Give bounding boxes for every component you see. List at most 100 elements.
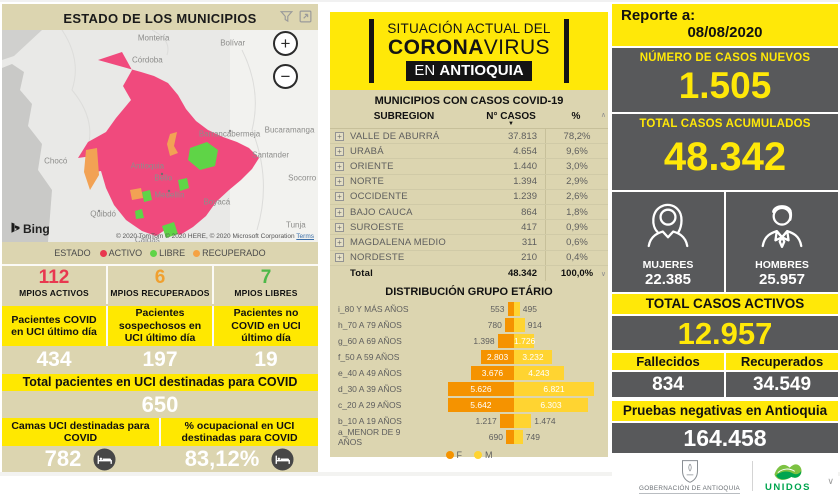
female-value-label: 690 xyxy=(488,432,503,443)
map-terms-link[interactable]: Terms xyxy=(296,233,314,240)
expand-plus-icon[interactable]: + xyxy=(335,222,344,232)
table-row[interactable]: + MAGDALENA MEDIO 311 0,6% xyxy=(330,235,608,251)
woman-icon xyxy=(647,203,689,248)
age-group-label: a_MENOR DE 9 AÑOS xyxy=(338,426,401,447)
female-value-label: 5.642 xyxy=(470,400,492,411)
pyramid-bar-area: 2.803 3.232 xyxy=(426,349,608,364)
table-scroll-up-icon[interactable]: ∧ xyxy=(600,112,606,119)
cases-value: 1.440 xyxy=(513,160,537,172)
map-zoom-out-button[interactable]: − xyxy=(273,64,298,89)
col-casos[interactable]: N° CASOS ▼ xyxy=(478,111,544,127)
bing-map[interactable]: Montería Córdoba Bolívar Barrancabermeja Buc… xyxy=(2,30,318,242)
table-header-row: SUBREGION N° CASOS ▼ % xyxy=(330,109,608,129)
pyramid-row: g_60 A 69 AÑOS 1.398 1.726 xyxy=(330,333,608,349)
uci-value: 434 xyxy=(36,348,72,371)
camas-uci-value: 782 xyxy=(44,446,82,471)
male-bar xyxy=(514,349,552,364)
expand-plus-icon[interactable]: + xyxy=(335,192,344,202)
age-distribution-chart: DISTRIBUCIÓN GRUPO ETÁRIO i_80 Y MÁS AÑO… xyxy=(330,281,608,460)
map-place-label: Quibdó xyxy=(90,209,117,219)
table-scroll-down-icon[interactable]: ∨ xyxy=(600,270,606,278)
recuperados-banner: Recuperados xyxy=(726,353,838,370)
male-value-label: 4.243 xyxy=(528,368,550,379)
table-row[interactable]: + NORTE 1.394 2,9% xyxy=(330,174,608,190)
pct-value: 0,6% xyxy=(566,236,588,248)
male-bar xyxy=(514,381,594,396)
cases-value: 48.342 xyxy=(507,267,537,279)
male-bar xyxy=(514,333,535,348)
bing-label: Bing xyxy=(23,222,50,236)
table-row[interactable]: + NORDESTE 210 0,4% xyxy=(330,250,608,266)
kpi-label: MPIOS LIBRES xyxy=(234,288,298,298)
expand-plus-icon[interactable]: + xyxy=(335,161,344,171)
map-place-label: Montería xyxy=(137,33,170,43)
female-bar xyxy=(481,349,514,364)
active-cases-card: 12.957 xyxy=(612,316,838,351)
uci-value: 197 xyxy=(142,348,178,371)
male-bar xyxy=(514,365,564,380)
subregion-name: SUROESTE xyxy=(350,221,404,233)
pyramid-row: e_40 A 49 AÑOS 3.676 4.243 xyxy=(330,365,608,381)
gobernacion-logo: GOBERNACIÓN DE ANTIOQUIA xyxy=(639,459,740,494)
table-row[interactable]: + VALLE DE ABURRÁ 37.813 78,2% xyxy=(330,129,608,145)
female-value-label: 2.803 xyxy=(486,352,509,363)
map-zoom-in-button[interactable]: + xyxy=(273,31,298,56)
table-row[interactable]: + OCCIDENTE 1.239 2,6% xyxy=(330,189,608,205)
subregion-name: NORTE xyxy=(350,176,385,188)
legend-dot-icon xyxy=(474,450,482,459)
female-bar xyxy=(497,333,514,348)
focus-mode-icon[interactable] xyxy=(298,9,313,24)
uci-banner: Pacientes sospechosos en UCI último día xyxy=(108,306,212,346)
legend-dot-icon xyxy=(150,249,158,257)
legend-dot-icon xyxy=(445,450,454,459)
table-row[interactable]: + ORIENTE 1.440 3,0% xyxy=(330,159,608,175)
expand-plus-icon[interactable]: + xyxy=(335,177,344,187)
map-place-label: Bolívar xyxy=(220,38,246,48)
map-place-label: Bello xyxy=(154,173,173,183)
pyramid-bar-area: 1.398 1.726 xyxy=(426,333,608,348)
expand-plus-icon[interactable]: + xyxy=(335,131,344,141)
uci-banner: Pacientes COVID en UCI último día xyxy=(2,306,106,346)
female-value-label: 5.626 xyxy=(470,384,492,395)
report-header: Reporte a: 08/08/2020 xyxy=(612,4,838,46)
col-subregion[interactable]: SUBREGION xyxy=(373,111,435,122)
age-group-label: h_70 A 79 AÑOS xyxy=(338,319,402,330)
expand-plus-icon[interactable]: + xyxy=(335,253,344,263)
bing-logo[interactable]: Bing xyxy=(10,222,50,236)
municipios-kpi-cell: 6 MPIOS RECUPERADOS xyxy=(108,266,212,304)
col-pct[interactable]: % xyxy=(571,111,581,122)
table-row[interactable]: + URABÁ 4.654 9,6% xyxy=(330,144,608,160)
pyramid-row: i_80 Y MÁS AÑOS 553 495 xyxy=(330,301,608,317)
expand-plus-icon[interactable]: + xyxy=(335,146,344,156)
pct-value: 3,0% xyxy=(566,160,588,172)
unidos-logo: UNIDOS xyxy=(765,460,811,493)
filter-icon[interactable] xyxy=(279,9,294,24)
pyramid-bar-area: 1.217 1.474 xyxy=(426,413,608,428)
kpi-value: 6 xyxy=(154,267,166,288)
female-bar xyxy=(505,429,514,444)
municipios-kpi-cell: 7 MPIOS LIBRES xyxy=(214,266,318,304)
unidos-icon xyxy=(774,463,802,480)
table-row[interactable]: + BAJO CAUCA 864 1,8% xyxy=(330,204,608,221)
subregion-name: MAGDALENA MEDIO xyxy=(350,236,446,248)
female-bar xyxy=(470,365,514,380)
column-divider xyxy=(545,144,546,159)
report-panel: Reporte a: 08/08/2020 NÚMERO DE CASOS NU… xyxy=(612,4,838,497)
male-value-label: 6.303 xyxy=(540,400,562,411)
pyramid-row: b_10 A 19 AÑOS 1.217 1.474 xyxy=(330,413,608,429)
expand-plus-icon[interactable]: + xyxy=(335,237,344,247)
expand-plus-icon[interactable]: + xyxy=(335,207,344,217)
map-place-label: Antioquia xyxy=(130,161,165,171)
pct-value: 2,9% xyxy=(566,176,588,188)
age-group-label: g_60 A 69 AÑOS xyxy=(338,335,402,346)
column-divider xyxy=(545,174,546,189)
active-cases-banner: TOTAL CASOS ACTIVOS xyxy=(612,294,838,314)
table-row[interactable]: + SUROESTE 417 0,9% xyxy=(330,220,608,236)
new-cases-card: NÚMERO DE CASOS NUEVOS 1.505 xyxy=(612,48,838,112)
age-group-label: e_40 A 49 AÑOS xyxy=(338,367,402,378)
pyramid-row: a_MENOR DE 9 AÑOS 690 749 xyxy=(330,426,608,447)
page-scroll-chevron-icon[interactable]: ∨ xyxy=(827,476,834,486)
column-divider xyxy=(545,129,546,144)
cases-value: 4.654 xyxy=(513,145,537,157)
